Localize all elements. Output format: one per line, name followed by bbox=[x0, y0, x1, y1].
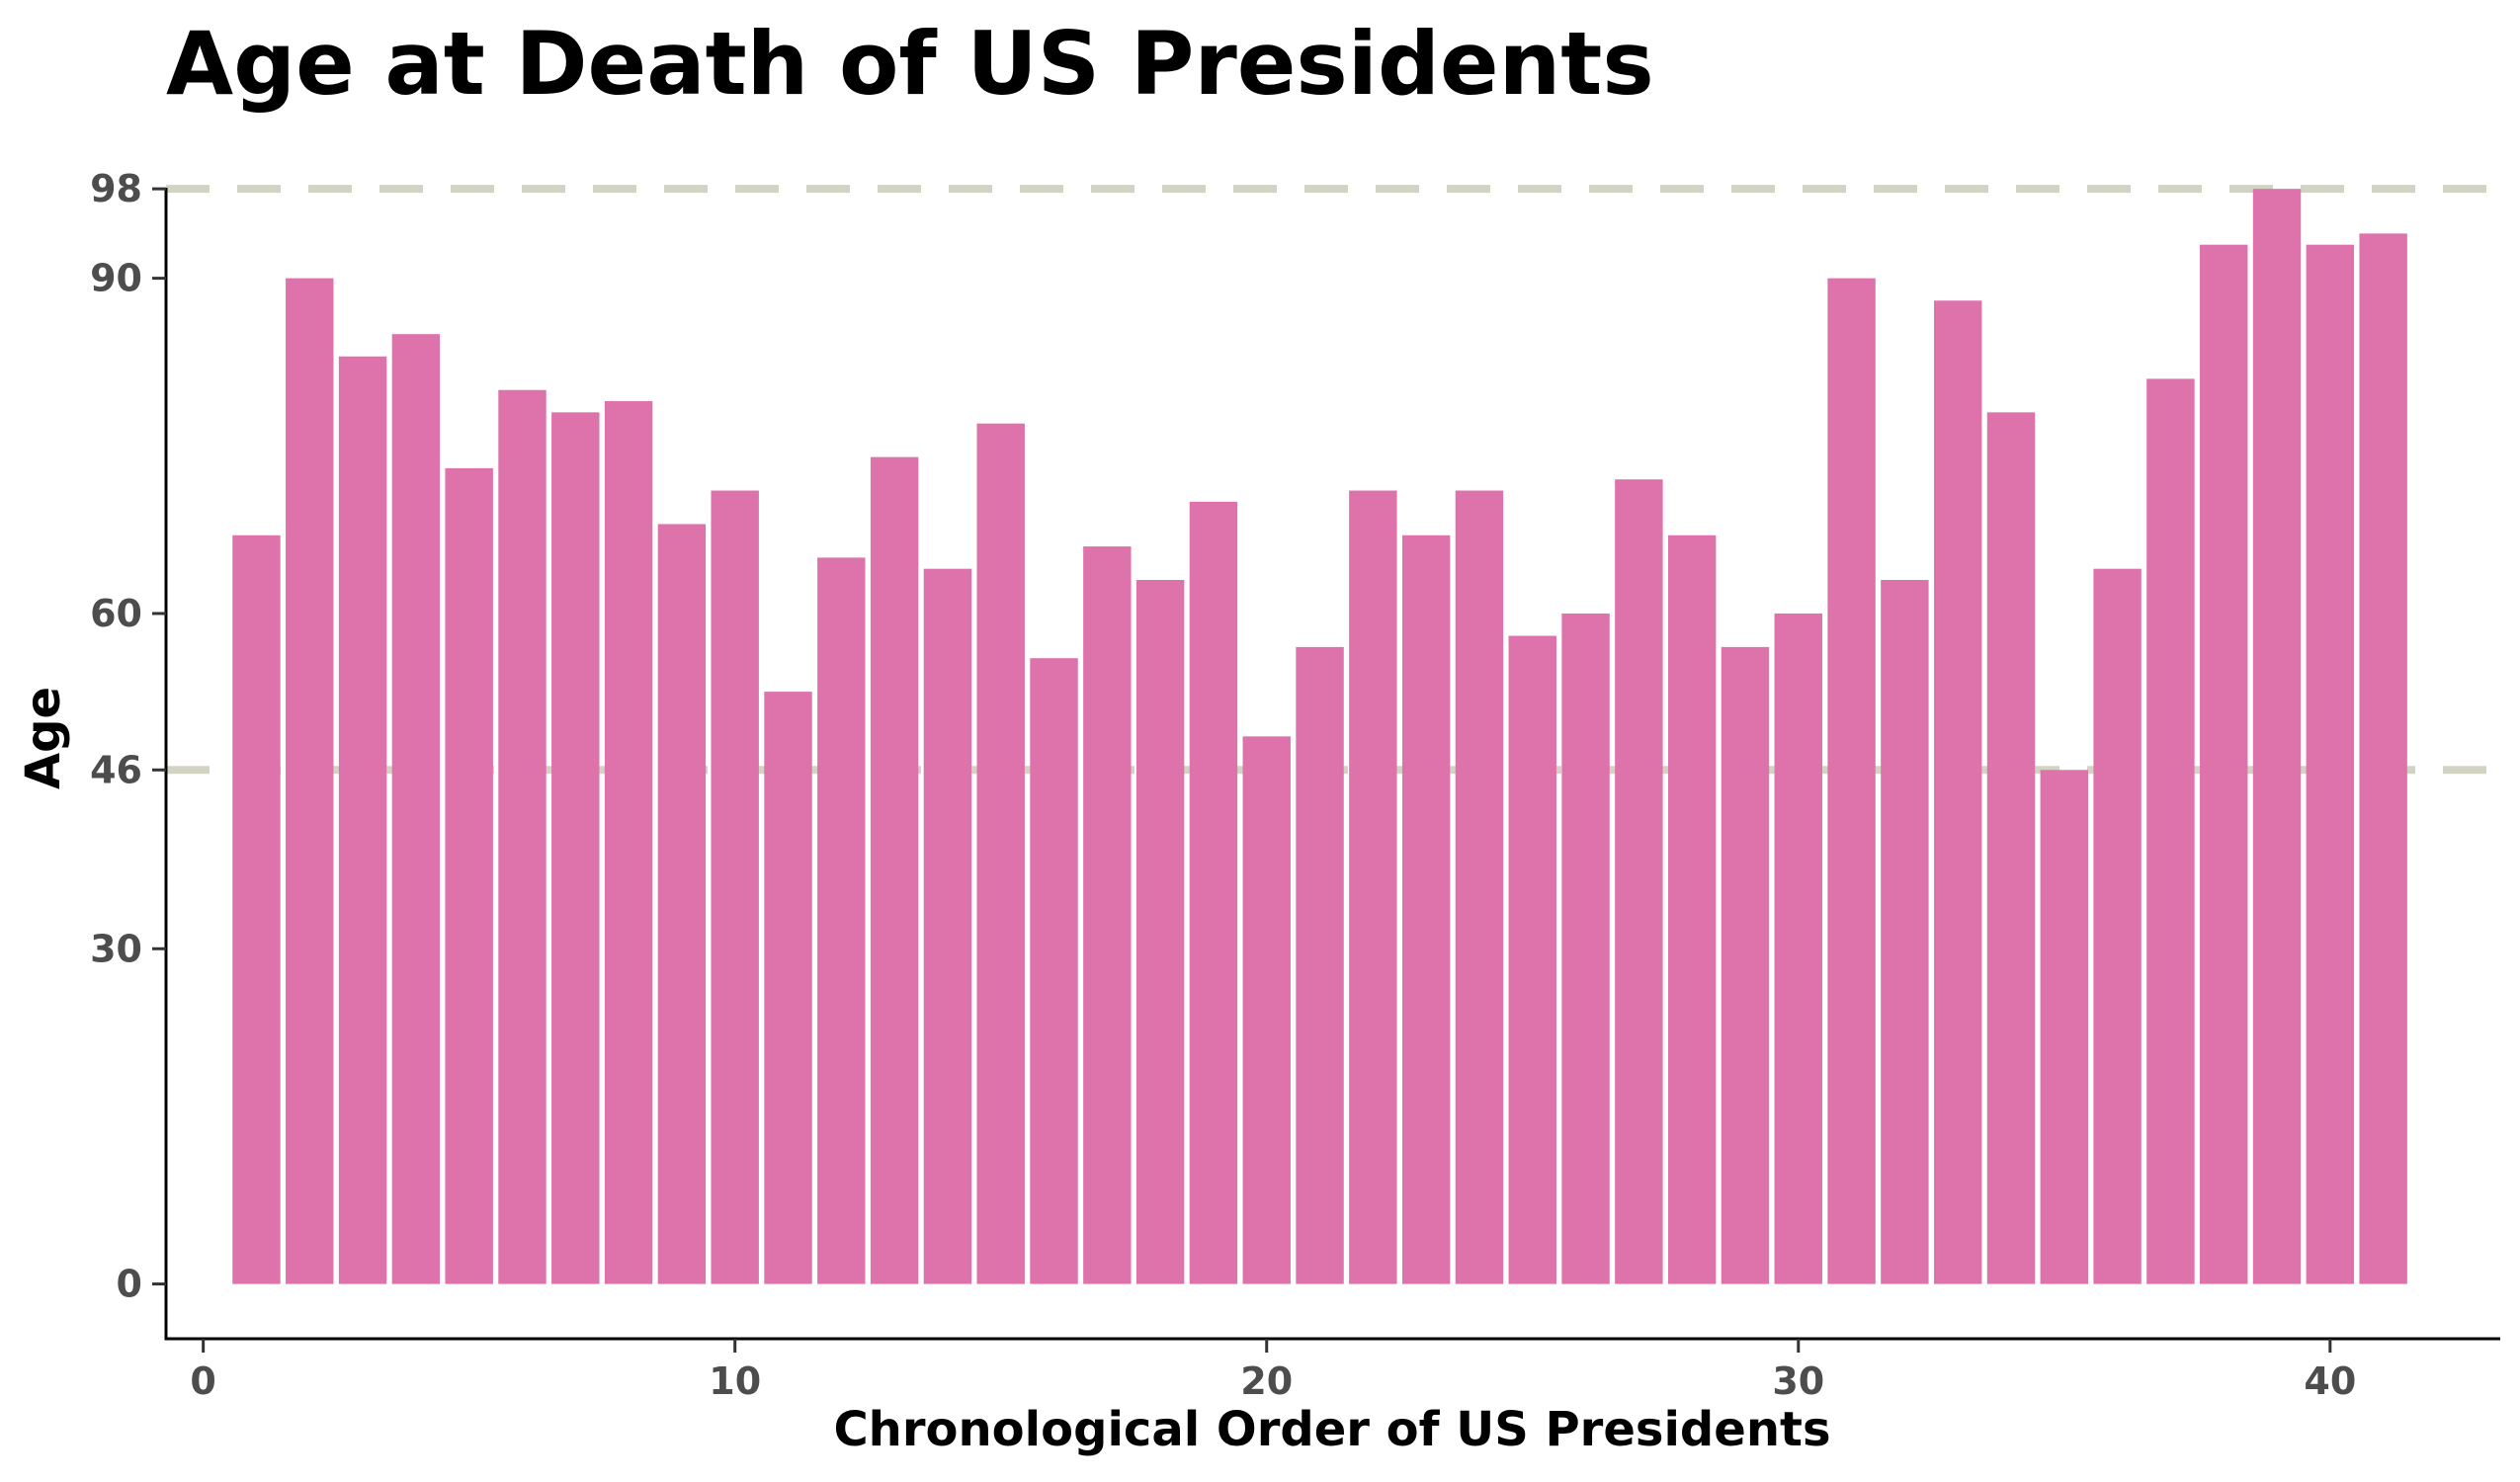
bar-president-30 bbox=[1774, 613, 1822, 1284]
x-tick-label-30: 30 bbox=[1772, 1359, 1824, 1403]
bar-president-1 bbox=[232, 535, 281, 1284]
bar-president-29 bbox=[1721, 646, 1770, 1284]
bar-president-19 bbox=[1189, 501, 1238, 1284]
y-tick-label-90: 90 bbox=[90, 257, 142, 300]
bar-president-9 bbox=[657, 524, 707, 1284]
bar-president-27 bbox=[1615, 479, 1663, 1284]
bar-president-4 bbox=[391, 334, 441, 1284]
y-axis-title: Age bbox=[16, 687, 71, 789]
bar-president-2 bbox=[286, 278, 334, 1284]
bar-president-28 bbox=[1667, 535, 1717, 1284]
bar-president-13 bbox=[870, 456, 919, 1284]
bar-president-33 bbox=[1933, 300, 1982, 1284]
y-tick-label-98: 98 bbox=[90, 167, 142, 210]
y-tick-label-46: 46 bbox=[90, 748, 142, 791]
bars bbox=[232, 189, 2407, 1284]
bar-president-39 bbox=[2252, 189, 2302, 1284]
bar-president-23 bbox=[1401, 535, 1451, 1284]
bar-president-25 bbox=[1508, 635, 1556, 1284]
bar-president-10 bbox=[711, 490, 759, 1284]
bar-president-21 bbox=[1296, 646, 1344, 1284]
y-tick-label-0: 0 bbox=[117, 1263, 142, 1306]
x-tick-label-0: 0 bbox=[190, 1359, 215, 1403]
chart-title: Age at Death of US Presidents bbox=[166, 13, 1654, 115]
y-tick-label-30: 30 bbox=[90, 927, 142, 970]
bar-president-18 bbox=[1135, 580, 1185, 1284]
bar-president-16 bbox=[1030, 658, 1078, 1284]
bar-president-26 bbox=[1561, 613, 1610, 1284]
x-axis-ticks: 0 10 20 30 40 bbox=[190, 1339, 2356, 1403]
bar-president-5 bbox=[445, 467, 493, 1284]
bar-president-41 bbox=[2359, 233, 2407, 1284]
bar-president-12 bbox=[817, 557, 866, 1284]
x-axis-title: Chronological Order of US Presidents bbox=[833, 1402, 1830, 1457]
bar-president-7 bbox=[551, 412, 600, 1284]
bar-president-17 bbox=[1083, 546, 1132, 1284]
x-tick-label-10: 10 bbox=[709, 1359, 761, 1403]
x-tick-label-20: 20 bbox=[1240, 1359, 1293, 1403]
bar-president-37 bbox=[2146, 378, 2195, 1284]
bar-president-34 bbox=[1986, 412, 2036, 1284]
bar-president-38 bbox=[2200, 244, 2248, 1284]
bar-president-11 bbox=[764, 692, 812, 1284]
bar-president-31 bbox=[1827, 278, 1876, 1284]
bar-president-15 bbox=[976, 423, 1025, 1284]
x-tick-label-40: 40 bbox=[2304, 1359, 2356, 1403]
bar-president-14 bbox=[923, 568, 972, 1284]
bar-president-20 bbox=[1242, 736, 1291, 1284]
bar-president-32 bbox=[1881, 580, 1929, 1284]
y-axis-ticks: 0 30 46 60 90 98 bbox=[90, 167, 166, 1306]
bar-president-24 bbox=[1455, 490, 1504, 1284]
bar-president-6 bbox=[498, 389, 546, 1284]
bar-president-36 bbox=[2093, 568, 2142, 1284]
bar-president-35 bbox=[2040, 770, 2089, 1284]
bar-president-22 bbox=[1349, 490, 1397, 1284]
bar-president-8 bbox=[604, 401, 653, 1284]
y-tick-label-60: 60 bbox=[90, 592, 142, 635]
bar-president-3 bbox=[338, 356, 387, 1284]
bar-president-40 bbox=[2306, 244, 2355, 1284]
